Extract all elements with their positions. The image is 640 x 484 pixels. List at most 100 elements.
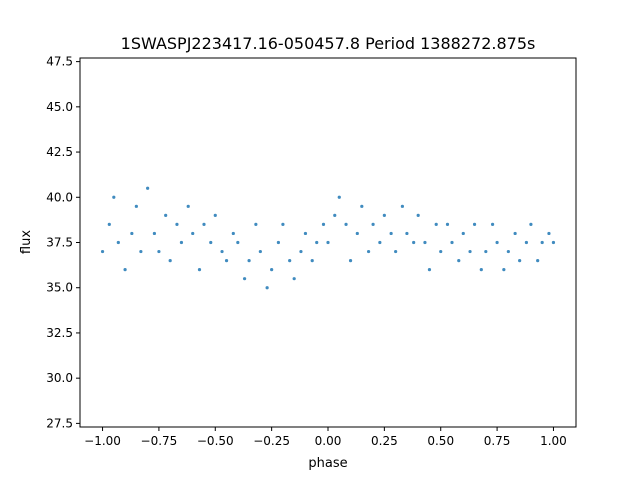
data-point [276,240,280,245]
points-layer [100,186,556,290]
y-tick-label: 40.0 [46,190,73,204]
data-point [405,231,409,236]
data-point [547,231,551,236]
x-tick-label: 0.00 [315,434,342,448]
data-point [100,249,105,254]
chart-title: 1SWASPJ223417.16-050457.8 Period 1388272… [121,34,536,53]
data-point [427,268,432,272]
data-point [479,268,483,272]
data-point [371,222,375,227]
x-tick-label: −1.00 [84,434,121,448]
data-point [152,231,156,236]
data-point [288,258,292,263]
y-axis: 27.5 30.0 32.5 35.0 37.5 40.0 42.5 45.0 47.5 [46,55,80,430]
data-point [179,240,184,245]
data-point [502,268,506,272]
data-point [292,277,296,281]
data-point [315,240,319,245]
data-point [236,240,240,245]
data-point [175,222,179,227]
data-point [310,258,314,263]
data-point [536,258,540,263]
data-point [472,222,477,227]
data-point [146,186,150,190]
data-point [213,213,217,217]
data-point [490,222,495,227]
data-point [220,249,224,254]
data-point [164,213,168,217]
data-point [360,204,364,208]
data-point [281,222,285,227]
data-point [529,222,533,227]
data-point [191,231,195,236]
data-point [551,240,556,245]
data-point [321,222,326,227]
y-tick-label: 30.0 [46,371,73,385]
x-tick-label: 1.00 [540,434,567,448]
data-point [513,231,517,236]
data-point [224,258,229,263]
data-point [134,204,138,208]
y-tick-label: 32.5 [46,326,73,340]
data-point [484,249,488,254]
x-axis-label: phase [308,456,347,471]
data-point [242,277,247,281]
data-point [270,268,274,272]
y-tick-label: 47.5 [46,55,73,69]
y-tick-label: 37.5 [46,236,73,250]
data-point [247,258,251,263]
data-point [139,249,143,254]
data-point [439,249,443,254]
data-point [423,240,427,245]
data-point [389,231,393,236]
data-point [450,240,454,245]
data-point [107,222,111,227]
data-point [412,240,416,245]
y-tick-label: 42.5 [46,145,73,159]
data-point [209,240,213,245]
data-point [231,231,235,236]
data-point [157,249,161,254]
data-point [303,231,308,236]
data-point [344,222,348,227]
data-point [524,240,529,245]
data-point [366,249,371,254]
x-tick-label: 0.75 [484,434,511,448]
data-point [518,258,522,263]
data-point [416,213,420,217]
x-tick-label: −0.75 [141,434,178,448]
y-axis-label: flux [19,230,34,254]
data-point [265,286,269,290]
y-tick-label: 35.0 [46,281,73,295]
data-point [326,240,330,245]
data-point [495,240,499,245]
y-tick-label: 27.5 [46,416,73,430]
data-point [468,249,472,254]
data-point [168,258,172,263]
data-point [540,240,544,245]
data-point [258,249,262,254]
data-point [457,258,461,263]
x-tick-label: 0.25 [371,434,398,448]
data-point [123,268,127,272]
data-point [355,231,359,236]
x-tick-label: 0.50 [427,434,454,448]
y-tick-label: 45.0 [46,100,73,114]
data-point [382,213,386,217]
data-point [461,231,465,236]
x-tick-label: −0.25 [253,434,290,448]
data-point [348,258,353,263]
data-point [378,240,382,245]
data-point [299,249,303,254]
data-point [400,204,404,208]
x-axis: −1.00 −0.75 −0.50 −0.25 0.00 0.25 0.50 0.75 1.00 [84,427,567,448]
data-point [434,222,438,227]
data-point [197,268,202,272]
data-point [337,195,341,199]
data-point [202,222,206,227]
data-point [112,195,116,199]
data-point [130,231,134,236]
